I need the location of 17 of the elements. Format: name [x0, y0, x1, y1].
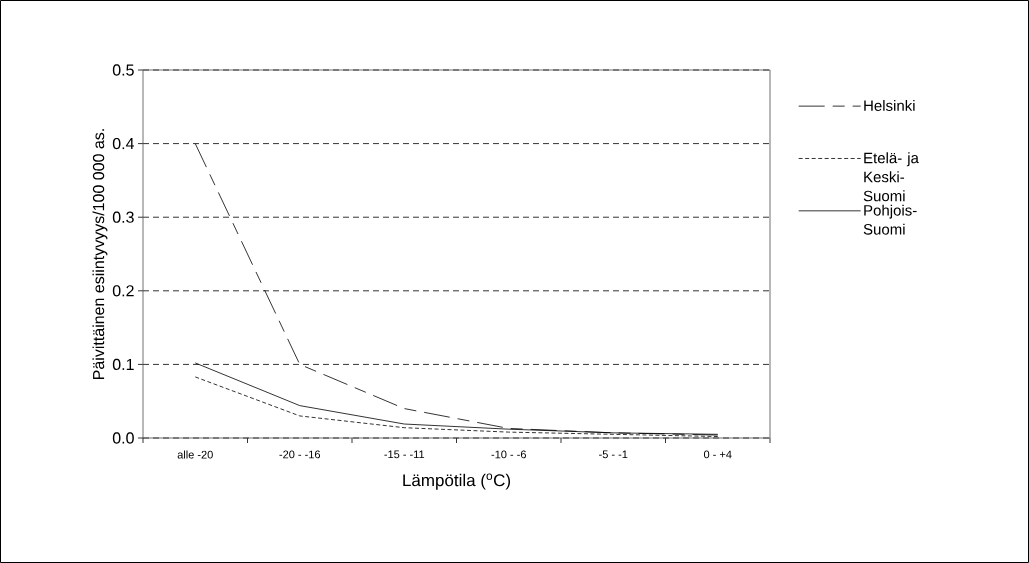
x-axis-title: Lämpötila ($^{o}$C)	[403, 473, 511, 490]
x-tick-label: 0 - +4	[703, 450, 732, 459]
x-tick-label: alle -20	[177, 450, 213, 459]
y-tick-label: 0.3	[112, 211, 134, 223]
x-tick-label: -10 - -6	[491, 450, 526, 459]
legend-label: Etelä- ja Keski-Suomi	[863, 152, 919, 202]
legend-label: Pohjois-Suomi	[863, 204, 917, 235]
y-tick-label: 0.4	[112, 137, 135, 150]
legend-label: Helsinki	[864, 99, 915, 111]
y-tick-label: 0.1	[112, 358, 134, 371]
x-tick-label: -15 - -11	[384, 450, 425, 459]
y-tick-label: 0.2	[112, 285, 134, 297]
y-tick-label: 0.0	[112, 432, 134, 444]
y-axis-title: Päivittäinen esiintyvyys/100 000 as.	[92, 129, 108, 379]
x-tick-label: -20 - -16	[279, 450, 321, 459]
y-tick-label: 0.5	[112, 64, 134, 76]
x-tick-label: -5 - -1	[599, 450, 628, 459]
